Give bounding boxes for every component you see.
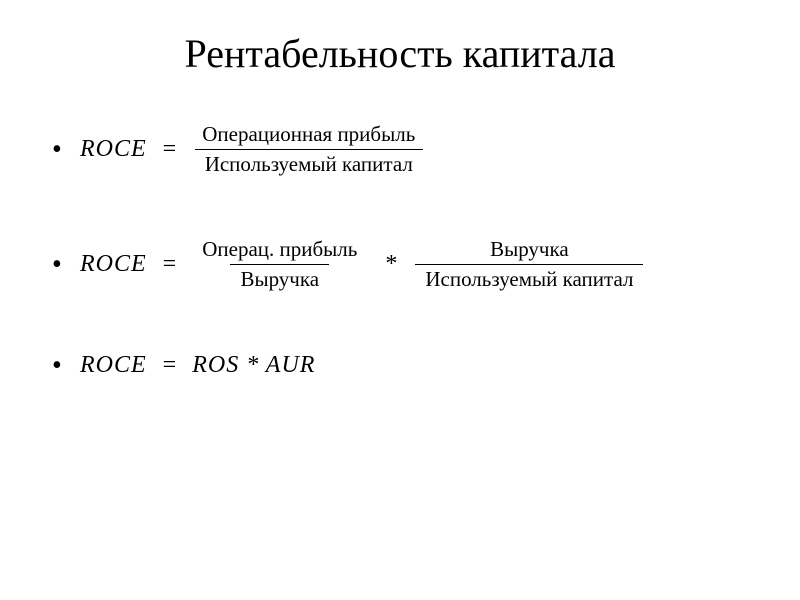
formula-lhs: ROCE [80,136,147,163]
fraction-2: Выручка Используемый капитал [415,237,643,292]
fraction-numerator: Операц. прибыль [192,237,367,264]
formula-list: ROCE = Операционная прибыль Используемый… [50,122,750,379]
formula-row: ROCE = ROS * AUR [80,352,315,379]
fraction-numerator: Операционная прибыль [192,122,425,149]
equals-sign: = [163,251,177,278]
formula-rhs: ROS * AUR [192,352,315,379]
formula-3: ROCE = ROS * AUR [80,352,750,379]
formula-lhs: ROCE [80,352,147,379]
fraction-1: Операц. прибыль Выручка [192,237,367,292]
fraction-denominator: Используемый капитал [195,149,423,177]
formula-1: ROCE = Операционная прибыль Используемый… [80,122,750,177]
equals-sign: = [163,352,177,379]
equals-sign: = [163,136,177,163]
page-title: Рентабельность капитала [50,30,750,77]
formula-2: ROCE = Операц. прибыль Выручка * Выручка… [80,237,750,292]
fraction-numerator: Выручка [480,237,579,264]
formula-lhs: ROCE [80,251,147,278]
fraction-denominator: Используемый капитал [415,264,643,292]
multiply-operator: * [385,251,397,278]
fraction: Операционная прибыль Используемый капита… [192,122,425,177]
formula-row: ROCE = Операционная прибыль Используемый… [80,122,425,177]
formula-row: ROCE = Операц. прибыль Выручка * Выручка… [80,237,643,292]
fraction-denominator: Выручка [230,264,329,292]
